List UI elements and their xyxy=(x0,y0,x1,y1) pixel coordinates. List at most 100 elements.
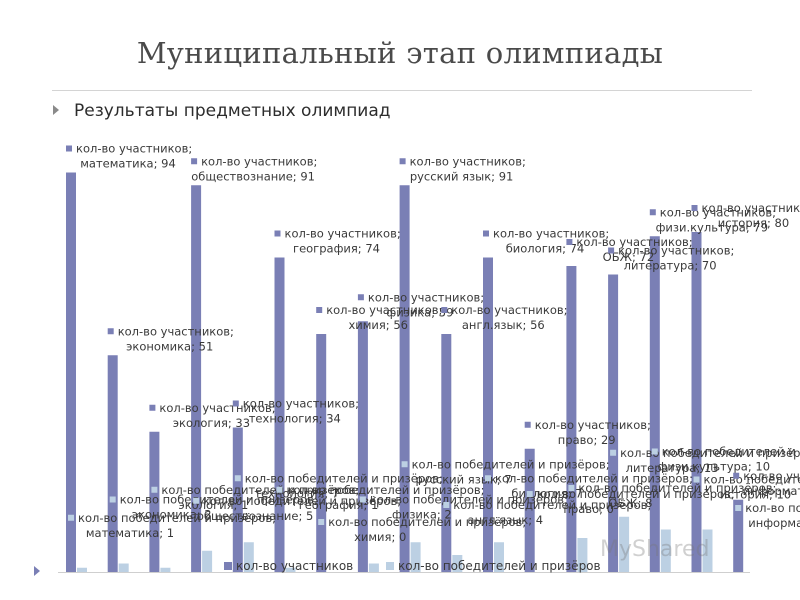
bar-winners-4 xyxy=(243,542,254,572)
bar-participants-10 xyxy=(483,257,493,572)
data-label-text: экономика; 2 xyxy=(132,508,212,522)
bar-participants-3 xyxy=(191,185,202,572)
data-label-text: кол-во участников; xyxy=(285,227,401,241)
data-label-text: физика; 59 xyxy=(386,305,453,319)
data-label-text: технология; 34 xyxy=(249,412,341,426)
data-label-winners-4: кол-во победителей и призёров;технология… xyxy=(234,471,443,500)
data-label-text: кол-во участников; xyxy=(159,401,275,415)
bar-winners-5 xyxy=(285,567,296,572)
data-label-text: англ.язык; 56 xyxy=(462,318,545,332)
data-label-text: физика; 2 xyxy=(392,508,452,522)
legend-participants-label: кол-во участников xyxy=(236,559,353,573)
data-label-text: кол-во победителей и призёров; xyxy=(412,457,610,471)
data-label-text: экология; 33 xyxy=(173,416,250,430)
bar-winners-2 xyxy=(160,567,171,572)
data-label-winners-1: кол-во победителей и призёров;экономика;… xyxy=(109,493,318,522)
data-label-text: кол-во победителей и призёров; xyxy=(453,498,651,512)
bar-participants-5 xyxy=(274,257,285,572)
data-label-text: технология; 7 xyxy=(254,486,339,500)
data-label-text: кол-во участников; xyxy=(118,324,234,338)
bars-layer xyxy=(58,172,750,573)
legend-key-marker xyxy=(107,328,114,335)
data-label-participants-3: кол-во участников;обществознание; 91 xyxy=(191,154,317,183)
bar-winners-14 xyxy=(660,529,671,572)
legend-winners-label: кол-во победителей и призёров xyxy=(398,559,601,573)
legend-key-marker xyxy=(359,496,366,503)
data-label-participants-10: кол-во участников;биология; 74 xyxy=(483,227,609,256)
legend-key-marker xyxy=(524,421,531,428)
legend-key-marker xyxy=(401,461,408,468)
data-label-text: математика; 94 xyxy=(80,157,176,171)
data-label-text: кол-во участников; xyxy=(743,469,800,483)
data-label-text: ОБЖ; 8 xyxy=(608,496,652,510)
data-label-participants-7: кол-во участников;физика; 59 xyxy=(357,290,484,319)
data-label-text: литература; 70 xyxy=(624,259,717,273)
data-label-text: ОБЖ; 72 xyxy=(603,250,655,264)
data-label-text: кол-во победителей и призёров; xyxy=(78,511,276,525)
data-label-text: кол-во победителей и призёров; xyxy=(120,493,318,507)
bar-participants-8 xyxy=(399,185,410,572)
legend-key-marker xyxy=(651,448,658,455)
data-label-text: физи.культура; 79 xyxy=(656,220,768,234)
data-label-text: информатика; 0 xyxy=(748,516,800,530)
bar-winners-13 xyxy=(619,516,630,572)
data-label-text: русский язык; 91 xyxy=(410,169,514,183)
data-label-winners-3: кол-во победителей и призёров;обществозн… xyxy=(193,494,401,523)
bar-winners-8 xyxy=(410,542,421,572)
bullet-arrow-icon xyxy=(53,105,59,115)
data-label-text: кол-во победителей и призёров; xyxy=(495,471,693,485)
data-label-text: кол-во победителей и призёров; xyxy=(328,515,526,529)
data-label-text: кол-во участников; xyxy=(618,244,734,258)
data-label-text: кол-во участников; xyxy=(535,418,651,432)
legend-key-marker xyxy=(274,230,281,237)
legend-key-marker xyxy=(357,294,364,301)
data-label-winners-13: кол-во победителей и призёров; литература… xyxy=(610,446,800,475)
data-label-winners-14: кол-во победителей и призёров;физи.культ… xyxy=(651,445,800,474)
data-label-winners-11: кол-во победителей и призёров;право; 0 xyxy=(526,487,735,516)
data-label-participants-15: кол-во участников;история; 80 xyxy=(691,201,800,230)
bar-participants-16 xyxy=(733,499,744,572)
watermark-text: MyShared xyxy=(600,537,710,562)
data-label-participants-12: кол-во участников;ОБЖ; 72 xyxy=(566,235,693,264)
data-label-participants-0: кол-во участников;математика; 94 xyxy=(66,142,192,171)
legend-key-marker xyxy=(441,307,448,313)
bar-participants-11 xyxy=(524,448,535,572)
legend-key-marker xyxy=(151,486,158,493)
data-label-text: кол-во участников; xyxy=(243,397,359,411)
data-label-text: информатика; 17 xyxy=(743,484,800,498)
data-label-text: география; 74 xyxy=(293,242,380,256)
bar-participants-4 xyxy=(232,427,243,572)
data-label-text: кол-во участников; xyxy=(451,303,567,317)
bar-winners-1 xyxy=(118,563,129,572)
bar-participants-12 xyxy=(566,266,577,572)
legend-key-marker xyxy=(733,472,740,479)
data-label-winners-12: кол-во победителей и призёров;ОБЖ; 8 xyxy=(568,481,776,510)
data-label-text: кол-во участников; xyxy=(660,205,776,219)
data-label-participants-6: кол-во участников;химия; 56 xyxy=(316,303,442,332)
data-label-text: кол-во участников; xyxy=(493,227,609,241)
legend-key-marker xyxy=(735,505,742,511)
data-label-text: кол-во победителей и призёров; xyxy=(704,473,800,487)
legend-key-marker xyxy=(318,519,325,525)
legend-key-marker xyxy=(526,491,533,497)
data-label-text: физи.культура; 10 xyxy=(658,460,770,474)
data-label-participants-16: кол-во участников;информатика; 17 xyxy=(733,469,800,498)
data-label-text: право; 0 xyxy=(563,502,614,516)
data-label-participants-11: кол-во участников;право; 29 xyxy=(524,418,651,447)
legend-key-marker xyxy=(485,475,491,482)
legend-key-marker xyxy=(399,158,406,165)
legend-key-marker xyxy=(608,247,615,254)
chart-legend: кол-во участников кол-во победителей и пр… xyxy=(224,559,601,573)
legend-key-marker xyxy=(149,404,156,411)
bar-winners-15 xyxy=(702,529,713,572)
bar-participants-13 xyxy=(608,274,619,572)
data-label-winners-16: кол-во победителей и призёров;информатик… xyxy=(735,501,800,530)
bar-winners-9 xyxy=(452,555,463,572)
data-label-text: кол-во победителей и призёров; xyxy=(203,494,401,508)
data-label-winners-9: кол-во победителей и призёров;англ.язык;… xyxy=(443,498,651,527)
data-label-winners-5: кол-во победителей и призёров;география;… xyxy=(276,483,485,512)
data-label-winners-0: кол-во победителей и призёров;математика… xyxy=(68,511,276,540)
data-label-text: история; 10 xyxy=(720,488,791,502)
data-label-winners-7: кол-во победителей и призёров;физика; 2 xyxy=(359,493,568,522)
